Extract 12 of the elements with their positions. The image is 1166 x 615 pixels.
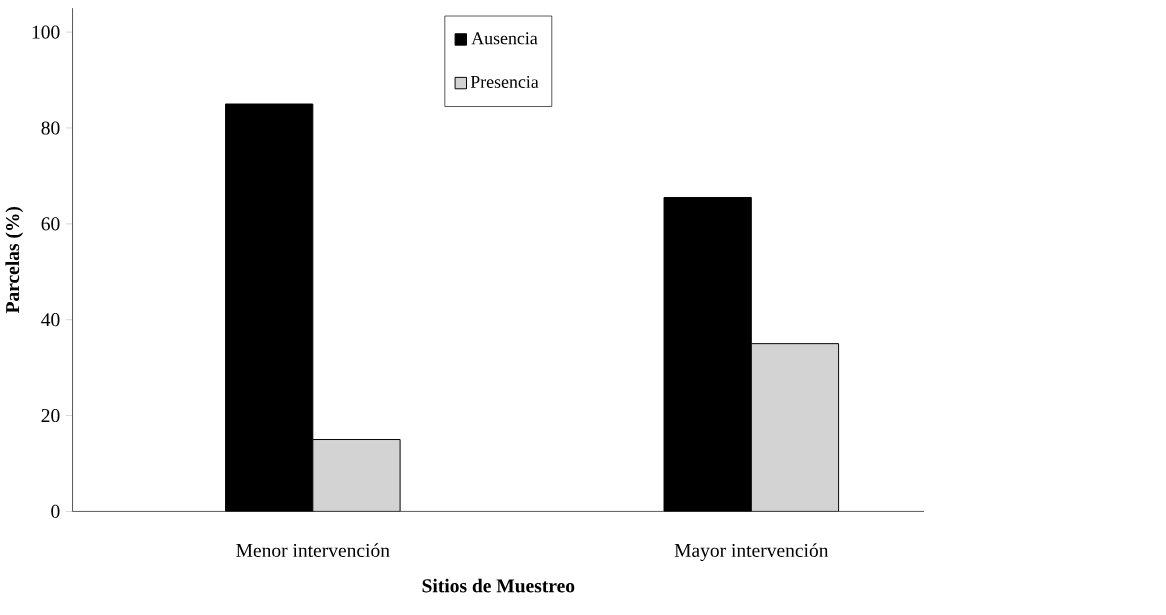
legend-label: Ausencia	[471, 32, 538, 45]
y-tick-label: 80	[41, 121, 60, 135]
x-axis-title: Sitios de Muestreo	[422, 578, 575, 593]
y-axis-title: Parcelas (%)	[5, 206, 24, 314]
y-tick-label: 100	[32, 25, 60, 39]
y-tick-label: 20	[41, 408, 60, 423]
x-tick-label: Menor intervención	[236, 543, 390, 557]
legend-label: Presencia	[470, 75, 539, 88]
y-tick-label: 40	[41, 313, 60, 327]
y-tick-label: 60	[41, 217, 60, 231]
x-tick-label: Mayor intervención	[674, 543, 829, 562]
y-tick-label: 0	[51, 504, 60, 518]
